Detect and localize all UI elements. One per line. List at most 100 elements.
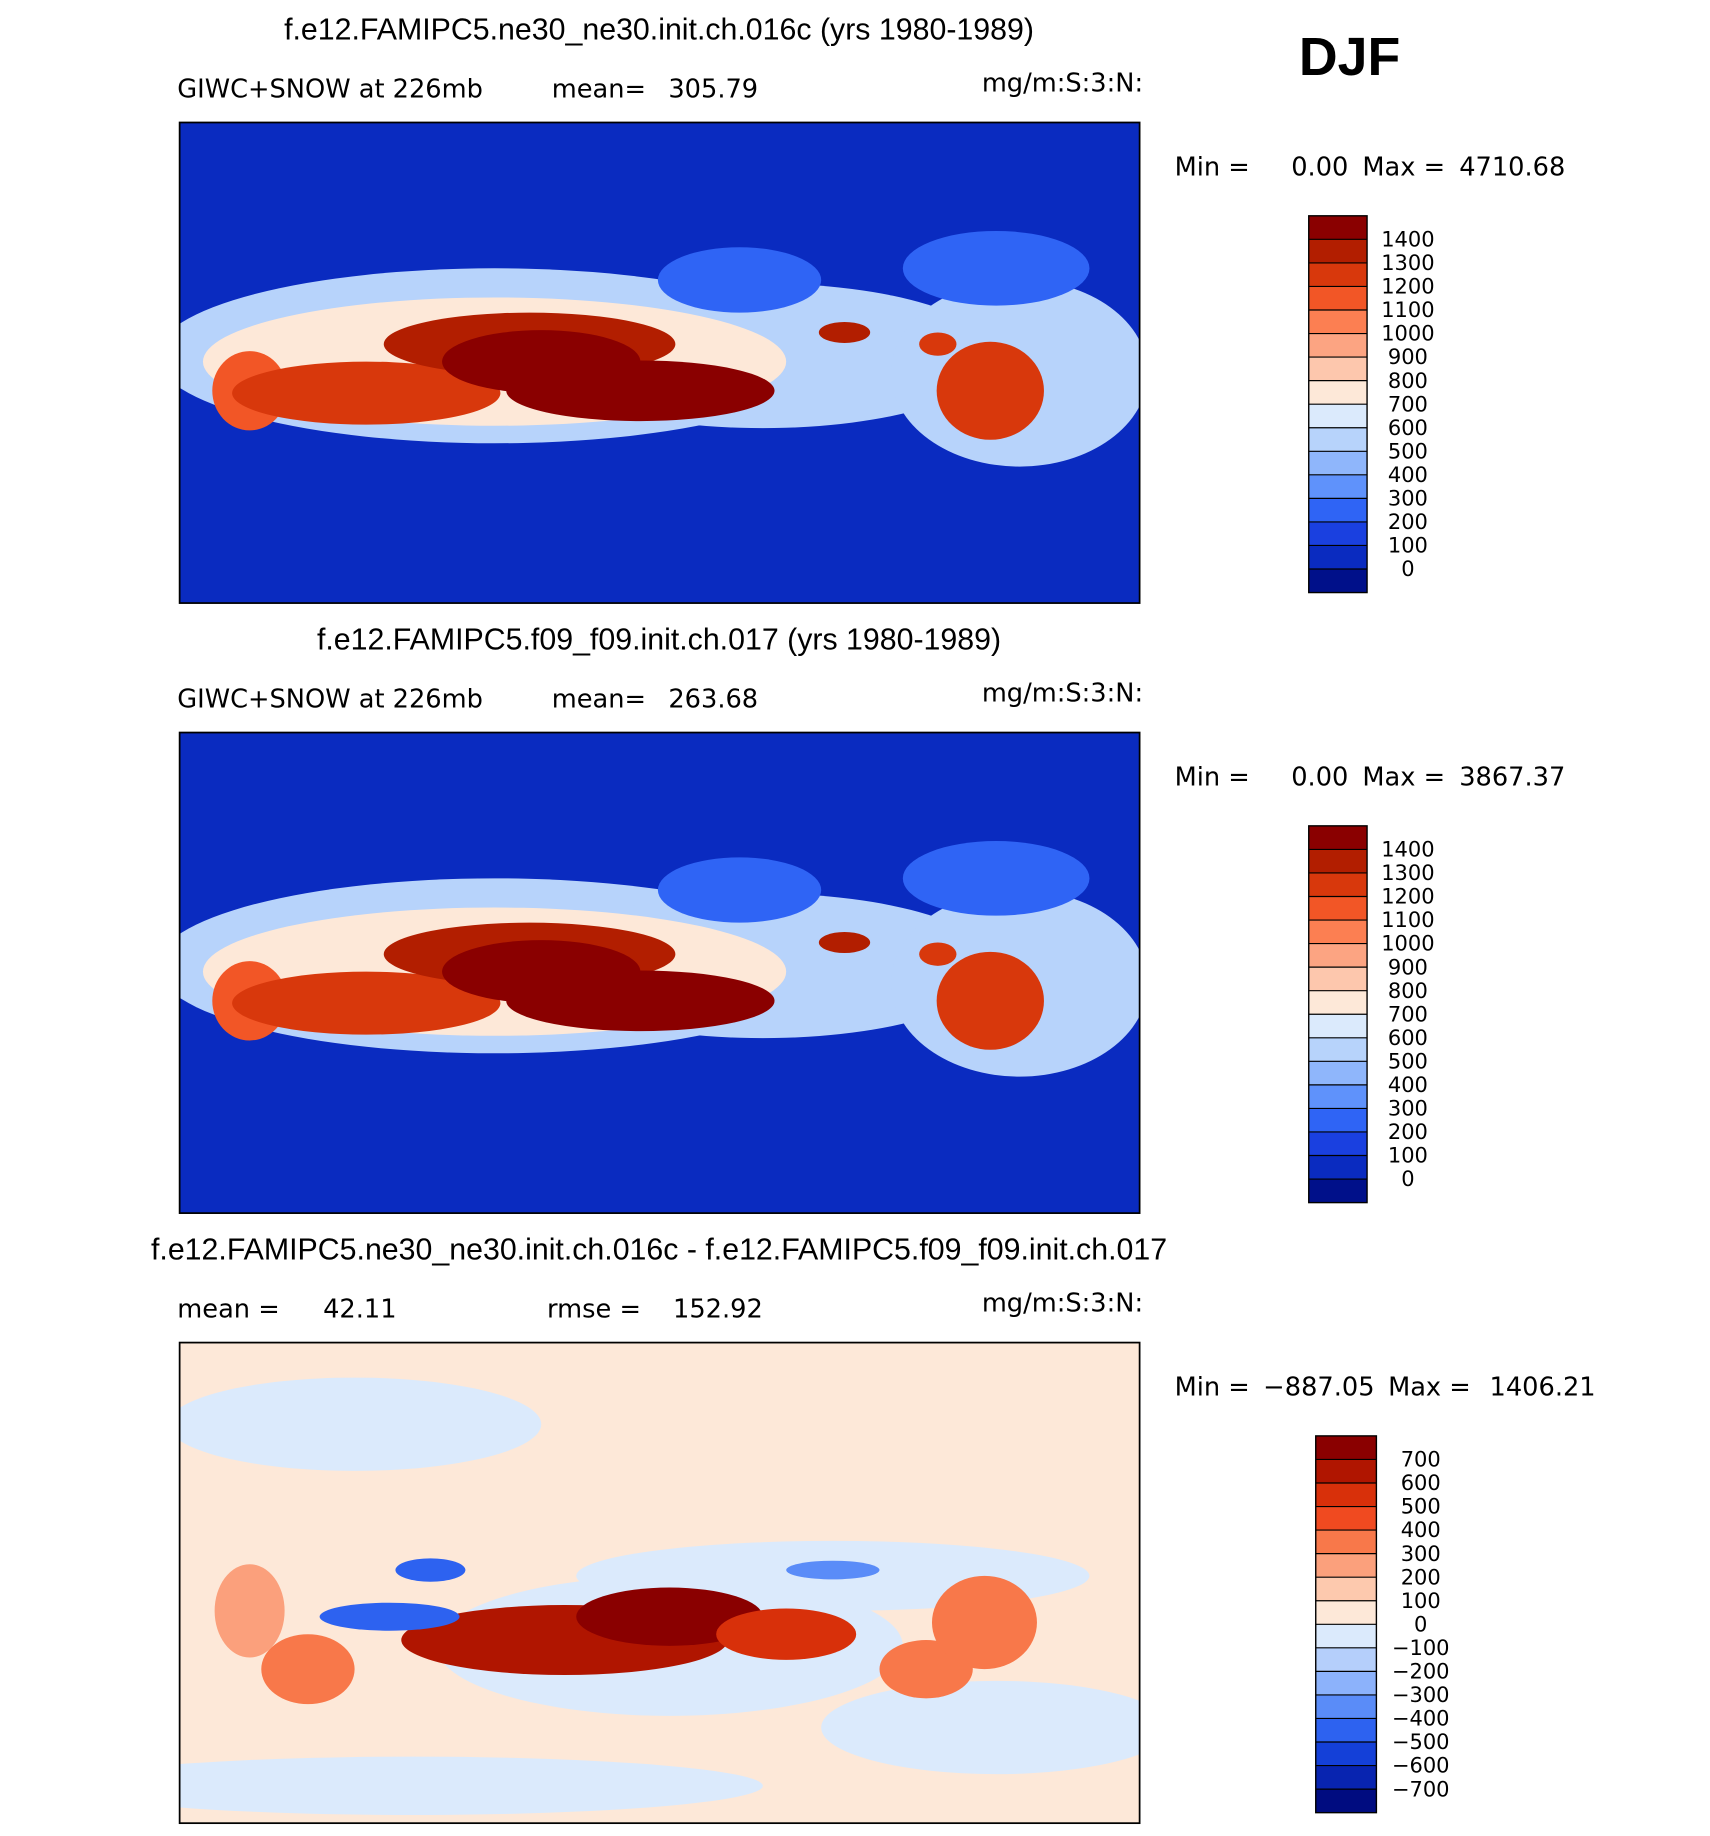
colorbar-box xyxy=(1308,498,1368,522)
colorbar-tick-label: −600 xyxy=(1392,1754,1450,1778)
colorbar-tick-label: 300 xyxy=(1388,1097,1428,1121)
colorbar-box xyxy=(1308,215,1368,240)
panel: f.e12.FAMIPC5.ne30_ne30.init.ch.016c (yr… xyxy=(177,14,1565,604)
min-value: 0.00 xyxy=(1291,152,1348,182)
colorbar-box xyxy=(1315,1718,1377,1743)
colorbar-box xyxy=(1308,1061,1368,1085)
colorbar-box xyxy=(1308,967,1368,991)
units-label: mg/m:S:3:N: xyxy=(982,679,1143,709)
field-region xyxy=(931,1575,1037,1670)
min-value: 0.00 xyxy=(1291,763,1348,793)
colorbar-tick-label: 400 xyxy=(1388,1073,1428,1097)
units-label: mg/m:S:3:N: xyxy=(982,1289,1143,1319)
colorbar-box xyxy=(1308,849,1368,873)
colorbar-tick-label: 700 xyxy=(1388,1002,1428,1026)
panel-title: f.e12.FAMIPC5.ne30_ne30.init.ch.016c (yr… xyxy=(284,14,1034,47)
max-value: 3867.37 xyxy=(1459,763,1565,793)
max-label: Max = xyxy=(1362,152,1445,182)
map xyxy=(179,732,1140,1214)
colorbar-tick-label: 900 xyxy=(1388,345,1428,369)
colorbar-tick-label: 1400 xyxy=(1381,228,1434,252)
colorbar-box xyxy=(1315,1742,1377,1766)
min-value: −887.05 xyxy=(1263,1373,1374,1403)
colorbar-box xyxy=(1315,1482,1377,1507)
colorbar-box xyxy=(1308,404,1368,428)
field-region xyxy=(179,1756,763,1815)
mean-label: mean= xyxy=(552,74,646,104)
colorbar-box xyxy=(1308,545,1368,570)
colorbar-box xyxy=(1315,1435,1377,1460)
colorbar-box xyxy=(1315,1459,1377,1483)
season-label: DJF xyxy=(1299,27,1400,87)
colorbar-tick-label: 1200 xyxy=(1381,885,1434,909)
min-label: Min = xyxy=(1175,152,1250,182)
colorbar-box xyxy=(1315,1765,1377,1790)
colorbar-box xyxy=(1308,451,1368,475)
colorbar-tick-label: 1300 xyxy=(1381,251,1434,275)
colorbar-tick-label: 100 xyxy=(1388,534,1428,558)
colorbar-box xyxy=(1308,333,1368,358)
field-region xyxy=(442,940,641,1004)
field-region xyxy=(214,1564,285,1658)
colorbar-tick-label: 1100 xyxy=(1381,908,1434,932)
panel: f.e12.FAMIPC5.ne30_ne30.init.ch.016c - f… xyxy=(151,1234,1596,1825)
colorbar-box xyxy=(1315,1506,1377,1531)
colorbar-box xyxy=(1308,1084,1368,1109)
colorbar-tick-label: 0 xyxy=(1401,1167,1414,1191)
colorbar-tick-label: 600 xyxy=(1401,1471,1441,1495)
field-region xyxy=(936,951,1044,1050)
colorbar-box xyxy=(1308,990,1368,1015)
map-frame xyxy=(178,1341,1141,1825)
colorbar-box xyxy=(1308,380,1368,405)
colorbar-box xyxy=(1315,1789,1377,1813)
max-label: Max = xyxy=(1388,1373,1471,1403)
colorbar-tick-label: −300 xyxy=(1392,1683,1450,1707)
colorbar-tick-label: 700 xyxy=(1388,392,1428,416)
colorbar-tick-label: 300 xyxy=(1401,1542,1441,1566)
colorbar-box xyxy=(1308,920,1368,944)
colorbar-tick-label: 100 xyxy=(1388,1144,1428,1168)
colorbar-box xyxy=(1315,1530,1377,1554)
mean-value: 305.79 xyxy=(668,74,758,104)
colorbar-tick-label: 500 xyxy=(1388,439,1428,463)
panel-title: f.e12.FAMIPC5.ne30_ne30.init.ch.016c - f… xyxy=(151,1234,1167,1267)
colorbar-box xyxy=(1308,427,1368,452)
colorbar-tick-label: −200 xyxy=(1392,1660,1450,1684)
colorbar-tick-label: 400 xyxy=(1388,463,1428,487)
field-region xyxy=(902,230,1090,306)
panel: f.e12.FAMIPC5.f09_f09.init.ch.017 (yrs 1… xyxy=(177,624,1565,1214)
field-region xyxy=(395,1558,466,1582)
mean-value: 263.68 xyxy=(668,684,758,714)
colorbar-box xyxy=(1308,1155,1368,1180)
colorbar-box xyxy=(1308,286,1368,310)
colorbar-box xyxy=(1308,239,1368,263)
colorbar-tick-label: 200 xyxy=(1401,1565,1441,1589)
colorbar-tick-label: 100 xyxy=(1401,1589,1441,1613)
panel-title: f.e12.FAMIPC5.f09_f09.init.ch.017 (yrs 1… xyxy=(317,624,1001,657)
colorbar-box xyxy=(1308,1037,1368,1062)
variable-label: GIWC+SNOW at 226mb xyxy=(177,684,483,714)
colorbar-tick-label: −500 xyxy=(1392,1730,1450,1754)
field-region xyxy=(261,1634,355,1705)
units-label: mg/m:S:3:N: xyxy=(982,68,1143,98)
colorbar-tick-label: 1000 xyxy=(1381,932,1434,956)
field-region xyxy=(936,341,1044,440)
colorbar-box xyxy=(1308,1131,1368,1156)
colorbar-tick-label: 600 xyxy=(1388,1026,1428,1050)
rmse-label: rmse = xyxy=(547,1294,641,1324)
colorbar-box xyxy=(1308,309,1368,334)
colorbar-box xyxy=(1308,262,1368,287)
min-label: Min = xyxy=(1175,763,1250,793)
max-value: 1406.21 xyxy=(1490,1373,1596,1403)
field-region xyxy=(179,1377,542,1471)
field-region xyxy=(442,330,641,394)
field-region xyxy=(902,841,1090,916)
mean-value: 42.11 xyxy=(323,1294,396,1324)
colorbar-box xyxy=(1308,1014,1368,1038)
colorbar-box xyxy=(1308,357,1368,381)
colorbar-tick-label: 700 xyxy=(1401,1448,1441,1472)
min-label: Min = xyxy=(1175,1373,1250,1403)
colorbar-tick-label: 800 xyxy=(1388,369,1428,393)
max-value: 4710.68 xyxy=(1459,152,1565,182)
colorbar-box xyxy=(1315,1694,1377,1719)
